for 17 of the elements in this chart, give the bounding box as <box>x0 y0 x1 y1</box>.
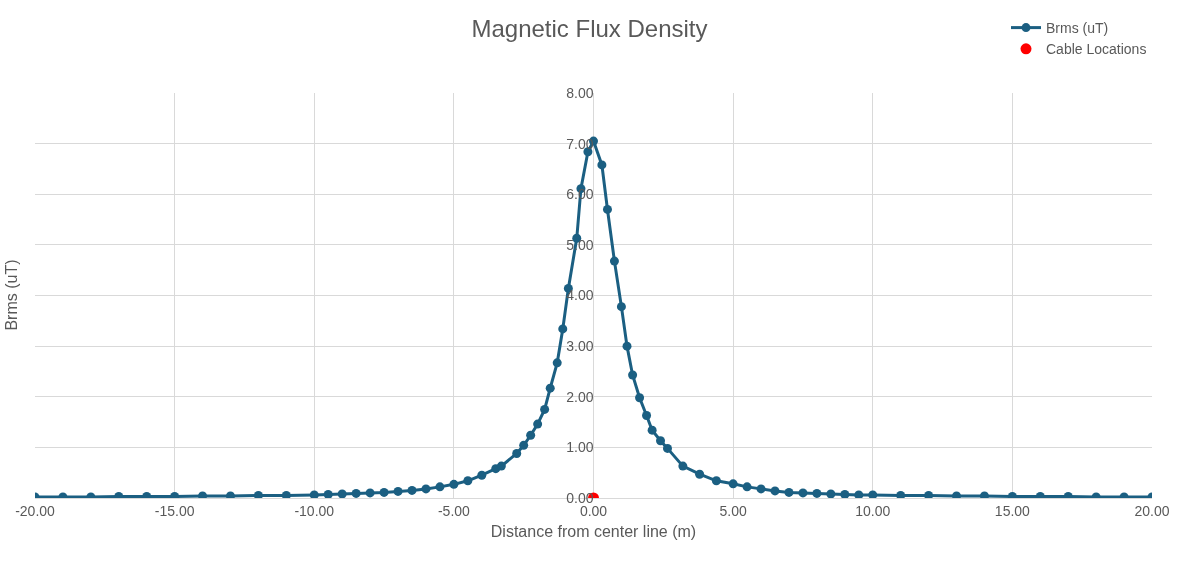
x-tick-label: 15.00 <box>994 502 1031 519</box>
y-tick-label: 1.00 <box>566 439 594 456</box>
x-tick-label: 20.00 <box>1134 502 1170 519</box>
y-axis-title: Brms (uT) <box>2 259 20 331</box>
x-tick-label: 5.00 <box>719 502 747 519</box>
x-tick-label: -15.00 <box>154 502 195 519</box>
chart-title: Magnetic Flux Density <box>471 14 708 42</box>
x-tick-label: -5.00 <box>437 502 471 519</box>
legend-label: Brms (uT) <box>1046 20 1109 37</box>
x-tick-label: 10.00 <box>855 502 891 519</box>
x-tick-label: -10.00 <box>294 502 335 519</box>
y-tick-label: 2.00 <box>566 388 594 405</box>
x-axis-title: Distance from center line (m) <box>490 523 697 541</box>
x-tick-label: -20.00 <box>15 502 56 519</box>
legend-label: Cable Locations <box>1046 41 1147 58</box>
y-tick-label: 8.00 <box>566 84 594 101</box>
y-tick-label: 3.00 <box>566 338 594 355</box>
